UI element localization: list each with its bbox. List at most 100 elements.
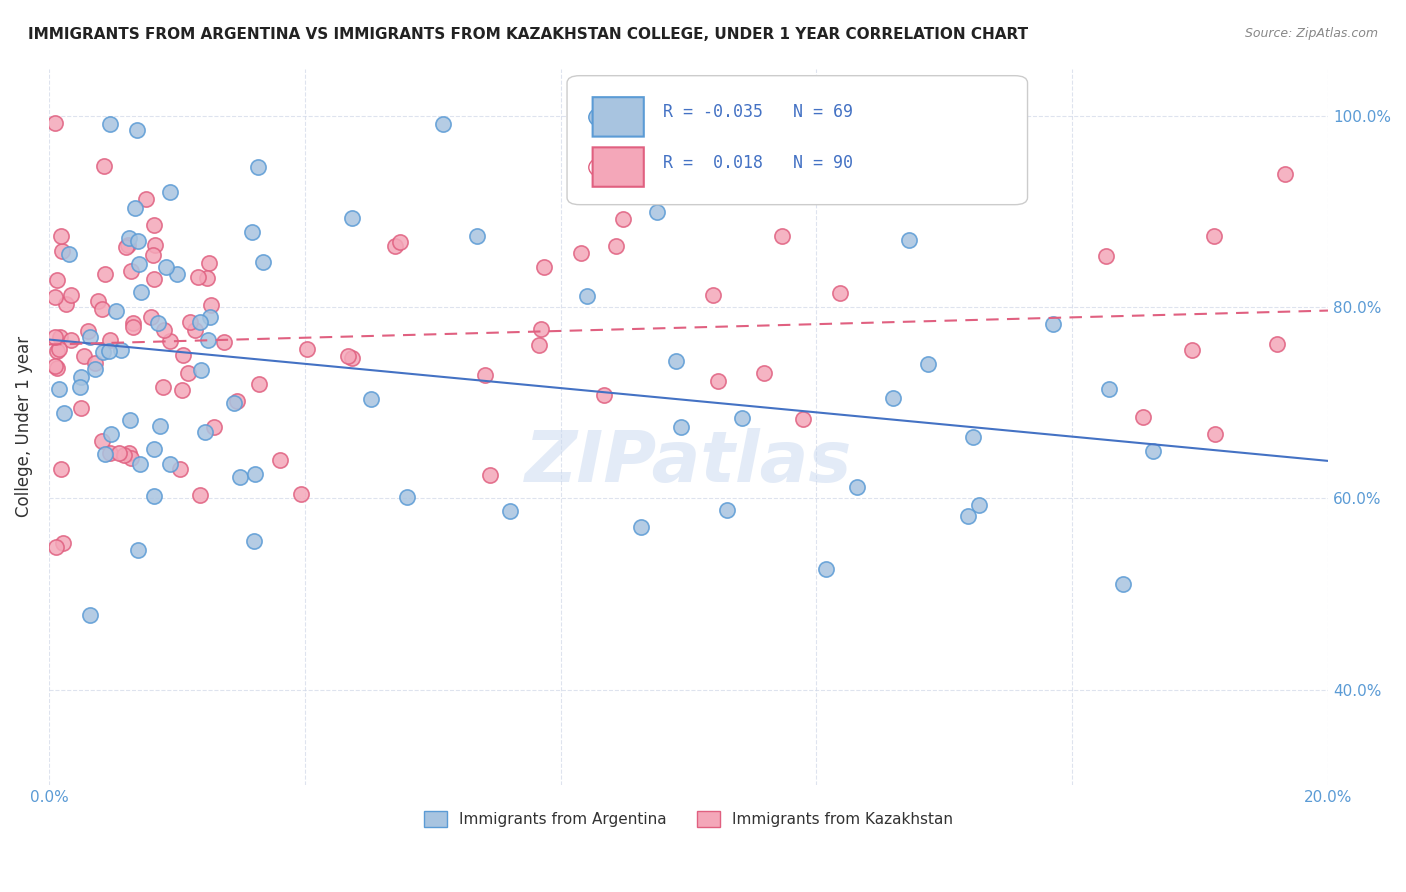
Point [110, 343, 132, 358]
Point [246, 160, 269, 174]
Point [222, 396, 245, 410]
Point [93, 159, 115, 173]
FancyBboxPatch shape [592, 147, 644, 186]
Point [1098, 382, 1121, 396]
Point [127, 542, 149, 557]
FancyBboxPatch shape [592, 97, 644, 136]
Point [52, 536, 75, 550]
Point [707, 374, 730, 388]
Point [432, 117, 454, 131]
Point [882, 392, 904, 406]
Point [166, 268, 188, 282]
Point [120, 264, 142, 278]
Point [155, 260, 177, 274]
Point [172, 384, 194, 398]
FancyBboxPatch shape [567, 76, 1028, 204]
Point [593, 387, 616, 401]
Point [770, 229, 793, 244]
Point [46, 273, 69, 287]
Point [1202, 229, 1225, 244]
Point [384, 239, 406, 253]
Point [135, 193, 157, 207]
Point [115, 240, 138, 254]
Point [575, 289, 598, 303]
Point [143, 238, 166, 252]
Point [117, 231, 139, 245]
Point [44, 359, 66, 373]
Point [388, 235, 411, 249]
Circle shape [589, 104, 636, 130]
Point [142, 489, 165, 503]
Point [529, 338, 551, 352]
Point [1042, 317, 1064, 331]
Point [290, 487, 312, 501]
Point [121, 319, 143, 334]
Point [957, 508, 980, 523]
Point [120, 413, 142, 427]
Point [69, 380, 91, 394]
Point [51, 229, 73, 244]
Point [188, 488, 211, 502]
Point [195, 270, 218, 285]
Point [51, 462, 73, 476]
Point [79, 329, 101, 343]
Point [243, 534, 266, 549]
Point [645, 204, 668, 219]
Point [142, 218, 165, 232]
Point [146, 316, 169, 330]
Point [499, 504, 522, 518]
Point [118, 446, 141, 460]
Y-axis label: College, Under 1 year: College, Under 1 year [15, 336, 32, 517]
Point [228, 470, 250, 484]
Point [91, 434, 114, 448]
Point [967, 498, 990, 512]
Point [340, 351, 363, 366]
Point [754, 366, 776, 380]
Point [792, 412, 814, 426]
Point [120, 450, 142, 465]
Point [630, 520, 652, 534]
Point [83, 356, 105, 370]
Point [142, 248, 165, 262]
Point [198, 256, 221, 270]
Point [828, 286, 851, 301]
Point [48, 382, 70, 396]
Point [159, 334, 181, 348]
Point [121, 317, 143, 331]
Point [124, 201, 146, 215]
Point [1265, 336, 1288, 351]
Point [58, 246, 80, 260]
Point [731, 411, 754, 425]
Point [395, 490, 418, 504]
Point [179, 315, 201, 329]
Point [183, 323, 205, 337]
Point [48, 342, 70, 356]
Point [1274, 167, 1296, 181]
Point [917, 357, 939, 371]
Point [143, 442, 166, 457]
Point [479, 468, 502, 483]
Point [702, 288, 724, 302]
Point [665, 354, 688, 368]
Point [214, 334, 236, 349]
Point [1132, 409, 1154, 424]
Point [117, 237, 139, 252]
Text: Source: ZipAtlas.com: Source: ZipAtlas.com [1244, 27, 1378, 40]
Point [45, 541, 67, 555]
Point [247, 376, 270, 391]
Point [77, 324, 100, 338]
Point [152, 380, 174, 394]
Point [70, 369, 93, 384]
Point [45, 344, 67, 359]
Point [194, 425, 217, 439]
Point [73, 349, 96, 363]
Point [91, 302, 114, 317]
Point [172, 348, 194, 362]
Point [340, 211, 363, 225]
Point [149, 419, 172, 434]
Point [187, 270, 209, 285]
Point [962, 430, 984, 444]
Point [360, 392, 382, 406]
Point [108, 445, 131, 459]
Point [53, 406, 76, 420]
